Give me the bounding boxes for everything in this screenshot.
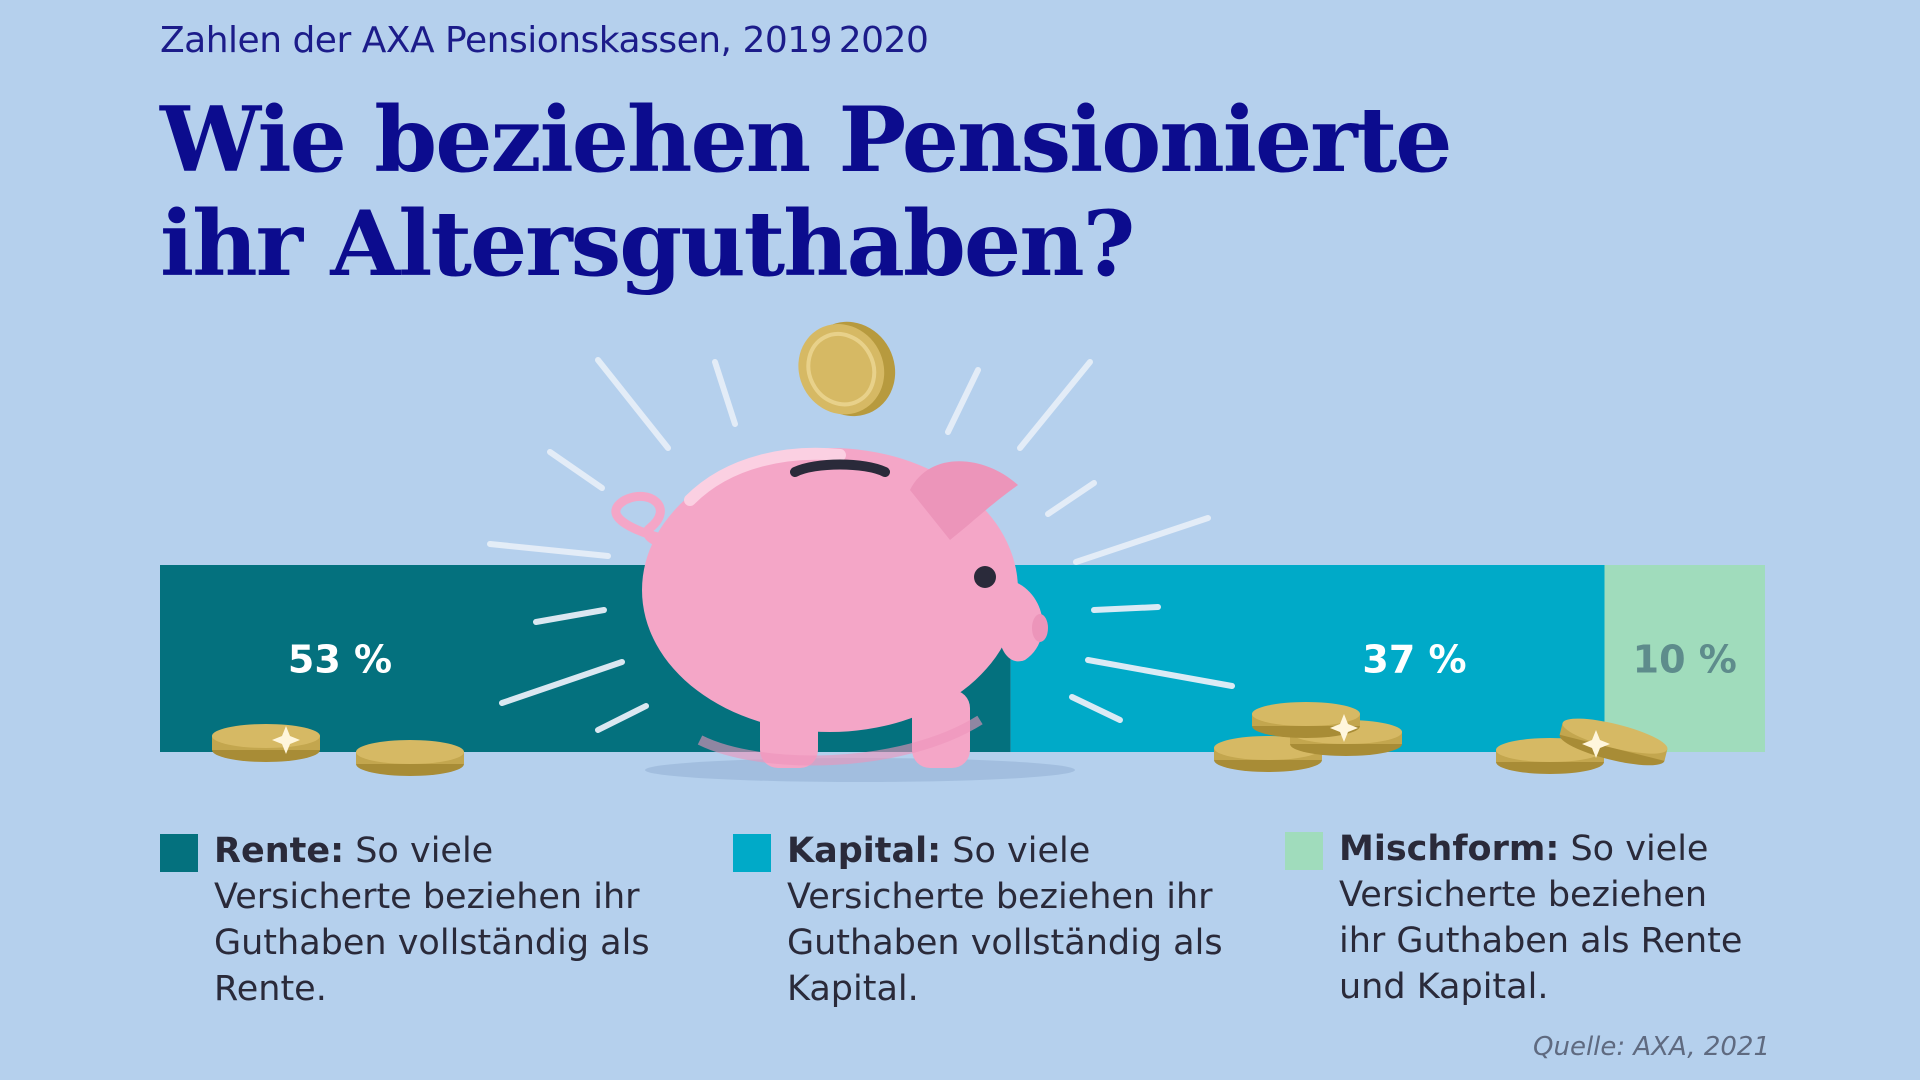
- legend-swatch-kapital: [733, 834, 771, 872]
- legend-key-rente: Rente:: [214, 831, 345, 871]
- legend-key-mischform: Mischform:: [1339, 829, 1560, 869]
- coin-icon: [798, 321, 896, 417]
- page-title: Wie beziehen Pensionierte ihr Altersguth…: [160, 87, 1452, 297]
- legend-item-rente: Rente: So viele Versicherte beziehen ihr…: [160, 828, 684, 1012]
- legend-text-rente: So viele Versicherte beziehen ihr Guthab…: [214, 831, 650, 1009]
- value-labels: 53 % 37 % 10 %: [288, 638, 1737, 682]
- legend-item-kapital: Kapital: So viele Versicherte beziehen i…: [733, 828, 1257, 1012]
- legend-text-mischform: So viele Versicherte beziehen ihr Guthab…: [1339, 829, 1743, 1007]
- legend-key-kapital: Kapital:: [787, 831, 942, 871]
- bar-segment-mischform: [1604, 565, 1765, 752]
- legend-swatch-rente: [160, 834, 198, 872]
- piggy-bank-icon: [611, 447, 1075, 782]
- title-line-2: ihr Altersguthaben?: [160, 191, 1135, 297]
- source-note: Quelle: AXA, 2021: [1533, 1032, 1770, 1062]
- subtitle: Zahlen der AXA Pensionskassen, 2019 2020: [160, 20, 929, 61]
- sparkle-rays: [487, 357, 1235, 733]
- value-label-mischform: 10 %: [1633, 638, 1737, 682]
- coin-stacks: [212, 702, 1668, 776]
- legend-text-kapital: So viele Versicherte beziehen ihr Guthab…: [787, 831, 1223, 1009]
- value-label-kapital: 37 %: [1362, 638, 1466, 682]
- legend-swatch-mischform: [1285, 832, 1323, 870]
- legend-item-mischform: Mischform: So viele Versicherte beziehen…: [1285, 826, 1759, 1010]
- title-line-1: Wie beziehen Pensionierte: [160, 87, 1452, 193]
- value-label-rente: 53 %: [288, 638, 392, 682]
